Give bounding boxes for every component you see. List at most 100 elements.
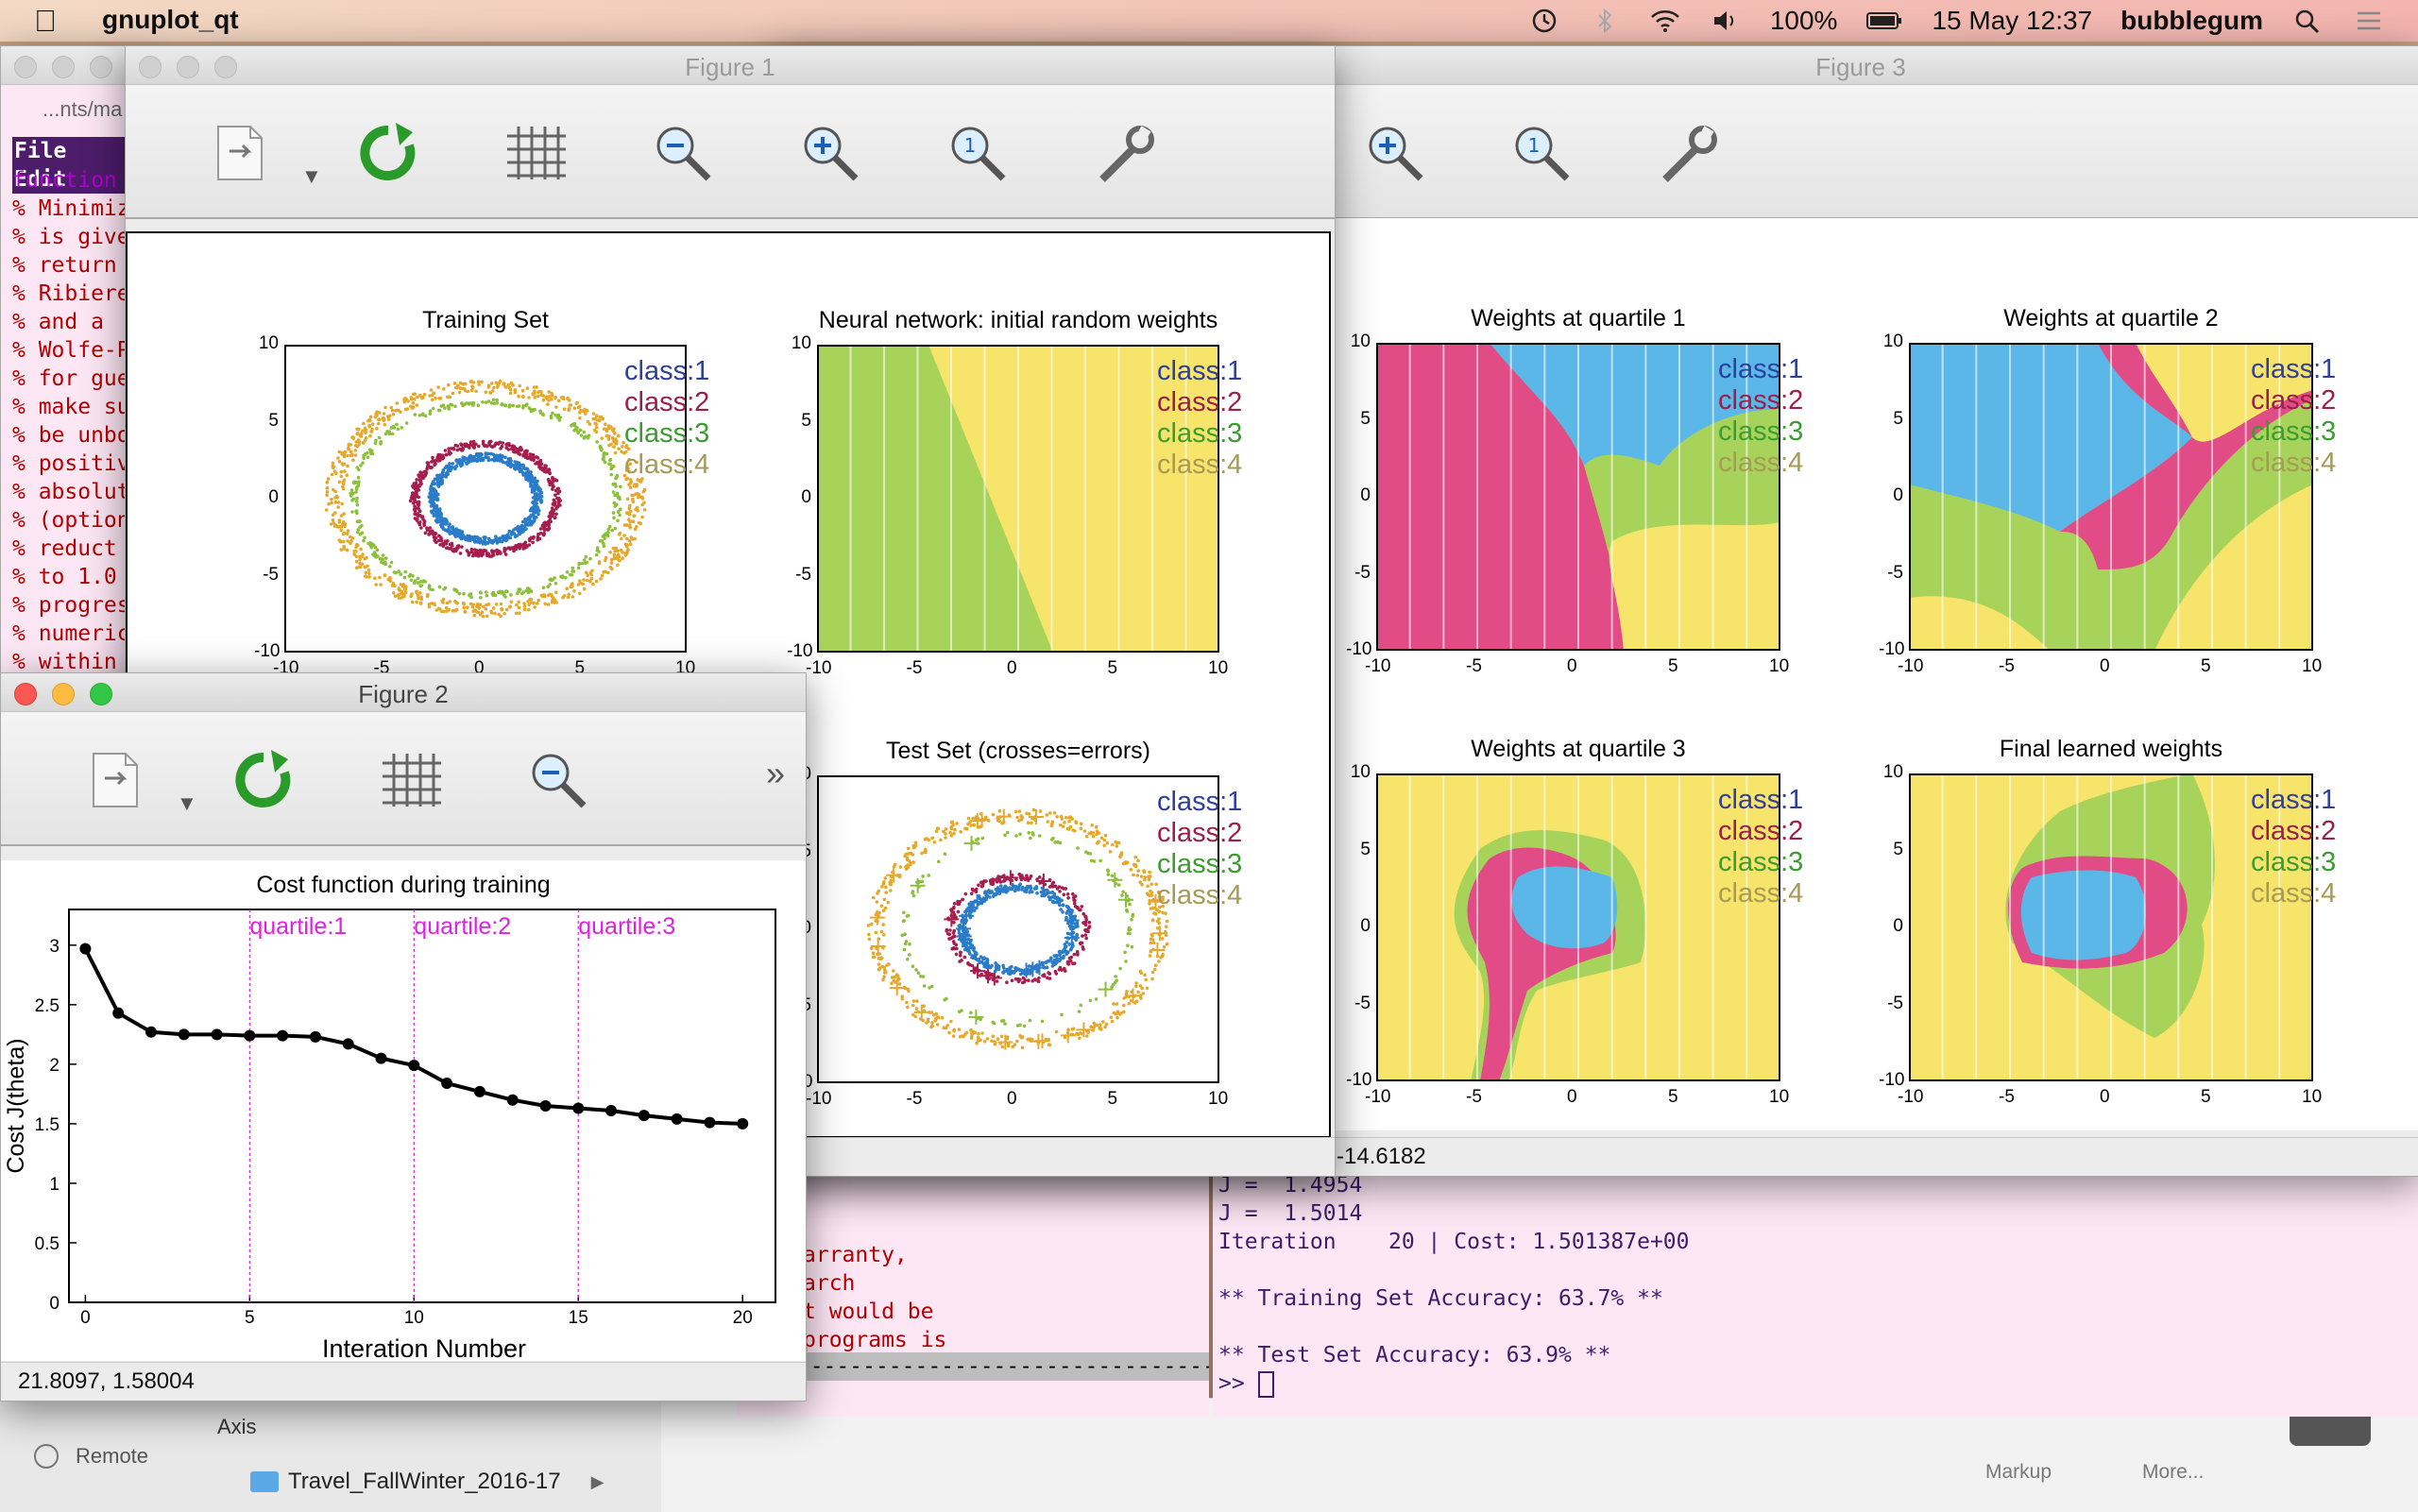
wifi-icon[interactable] [1649, 7, 1681, 35]
app-name[interactable]: gnuplot_qt [102, 5, 239, 35]
editor-line: % Ribiere [12, 280, 130, 308]
export-icon[interactable] [80, 744, 152, 816]
cost-point [507, 1095, 519, 1106]
window-title: Figure 1 [126, 53, 1335, 82]
x-tick-label: 10 [1769, 1087, 1789, 1108]
terminal-line: ** Training Set Accuracy: 63.7% ** [1218, 1284, 2418, 1313]
editor-line: % be unbo [12, 421, 130, 450]
folder-icon [250, 1471, 279, 1492]
editor-titlebar [1, 46, 133, 85]
cost-point [179, 1028, 190, 1040]
cost-point [704, 1117, 715, 1129]
x-tick-label: 5 [1108, 658, 1118, 679]
cost-point [79, 943, 91, 955]
zoom-in-icon[interactable] [794, 117, 866, 189]
y-tick-label: 5 [254, 411, 279, 432]
plot-title: Training Set [190, 307, 781, 334]
editor-line: % positiv [12, 450, 130, 478]
legend-entry: class:4 [2251, 448, 2336, 479]
chart-title: Cost function during training [256, 872, 550, 898]
grid-icon[interactable] [375, 744, 447, 816]
x-tick-label: 10 [2302, 656, 2322, 677]
settings-wrench-icon[interactable] [1089, 117, 1161, 189]
terminal-line [1218, 1256, 2418, 1284]
y-tick-label: -5 [1346, 563, 1371, 584]
terminal-right-pane[interactable]: J = 1.4954 J = 1.5014 Iteration 20 | Cos… [1213, 1171, 2418, 1417]
zoom-out-icon[interactable] [522, 744, 594, 816]
svg-text:1: 1 [964, 134, 977, 157]
terminal-line: J = 1.5014 [1218, 1199, 2418, 1228]
plot-title: Weights at quartile 3 [1282, 736, 1875, 763]
cost-chart-canvas[interactable]: Cost function during training 0 5 10 15 20 0 0.… [1, 860, 806, 1361]
y-tick-label: 10 [1346, 331, 1371, 352]
volume-icon[interactable] [1710, 7, 1742, 35]
bluetooth-icon[interactable] [1589, 7, 1621, 35]
y-tick-label: -5 [1879, 563, 1903, 584]
terminal-separator: ) ------------------------------- [784, 1352, 1209, 1381]
y-tick-label: 10 [787, 333, 811, 354]
battery-icon[interactable] [1865, 7, 1903, 35]
user-name[interactable]: bubblegum [2120, 6, 2263, 36]
y-tick-label: 0 [1879, 916, 1903, 937]
close-button[interactable] [14, 56, 37, 78]
grid-icon[interactable] [500, 117, 571, 189]
date-time[interactable]: 15 May 12:37 [1932, 6, 2092, 36]
finder-item-remote[interactable]: Remote [76, 1444, 148, 1469]
zoom-reset-icon[interactable]: 1 [942, 117, 1013, 189]
finder-item-travel[interactable]: Travel_FallWinter_2016-17 ▶ [250, 1469, 604, 1495]
x-tick-label: 5 [1108, 1089, 1118, 1110]
y-tick-label: 1 [49, 1175, 60, 1195]
markup-label[interactable]: Markup [1985, 1461, 2052, 1484]
export-icon[interactable] [205, 117, 277, 189]
y-tick-label: 0 [1879, 485, 1903, 506]
chevron-down-icon[interactable]: ▼ [301, 164, 322, 189]
y-tick-label: 5 [1346, 409, 1371, 430]
y-tick-label: -10 [1879, 639, 1903, 660]
editor-line: % and a [12, 308, 130, 336]
plot-title: Neural network: initial random weights [723, 307, 1314, 334]
editor-line: % reduct [12, 535, 130, 563]
zoom-out-icon[interactable] [647, 117, 719, 189]
plot-legend: class:1 class:2 class:3 class:4 [1718, 785, 1803, 909]
legend-entry: class:1 [2251, 785, 2336, 816]
text-cursor [1258, 1371, 1274, 1398]
terminal-line: programs is [803, 1326, 946, 1354]
finder-item-axis[interactable]: Axis [217, 1415, 257, 1439]
notification-icon[interactable] [2352, 7, 2384, 35]
zoom-button[interactable] [90, 56, 112, 78]
cost-point [277, 1030, 288, 1042]
legend-entry: class:3 [1157, 418, 1242, 450]
x-tick-label: -5 [1466, 1087, 1482, 1108]
more-label[interactable]: More... [2142, 1461, 2204, 1484]
x-tick-label: 5 [1668, 656, 1678, 677]
plot-legend: class:1 class:2 class:3 class:4 [624, 356, 709, 481]
remote-icon [34, 1444, 59, 1469]
replot-icon[interactable] [228, 744, 299, 816]
figure2-toolbar: ▼» [1, 712, 806, 846]
y-tick-label: 0.5 [35, 1234, 60, 1254]
y-tick-label: -10 [1346, 639, 1371, 660]
legend-entry: class:4 [1718, 448, 1803, 479]
terminal-prompt[interactable]: >> [1218, 1369, 2418, 1398]
cost-point [343, 1038, 354, 1049]
figure1-toolbar: 1 ▼ [126, 85, 1335, 219]
editor-line: % absolut [12, 478, 130, 506]
y-tick-label: 0 [1346, 485, 1371, 506]
chevron-down-icon[interactable]: ▼ [177, 791, 197, 816]
x-tick-label: -5 [1999, 1087, 2015, 1108]
zoom-reset-icon[interactable]: 1 [1506, 117, 1577, 189]
apple-icon[interactable]:  [34, 4, 57, 39]
settings-wrench-icon[interactable] [1652, 117, 1724, 189]
figure2-titlebar: Figure 2 [1, 673, 806, 712]
time-machine-icon[interactable] [1528, 7, 1560, 35]
folder-label: Travel_FallWinter_2016-17 [288, 1469, 561, 1495]
editor-content[interactable]: function% Minimiz% is give% return% Ribi… [12, 166, 130, 676]
zoom-in-icon[interactable] [1359, 117, 1431, 189]
more-tools-icon[interactable]: » [766, 754, 785, 793]
minimize-button[interactable] [52, 56, 75, 78]
replot-icon[interactable] [352, 117, 424, 189]
cost-point [474, 1086, 485, 1097]
search-icon[interactable] [2291, 7, 2324, 35]
legend-entry: class:2 [2251, 816, 2336, 847]
cost-point [441, 1078, 452, 1089]
